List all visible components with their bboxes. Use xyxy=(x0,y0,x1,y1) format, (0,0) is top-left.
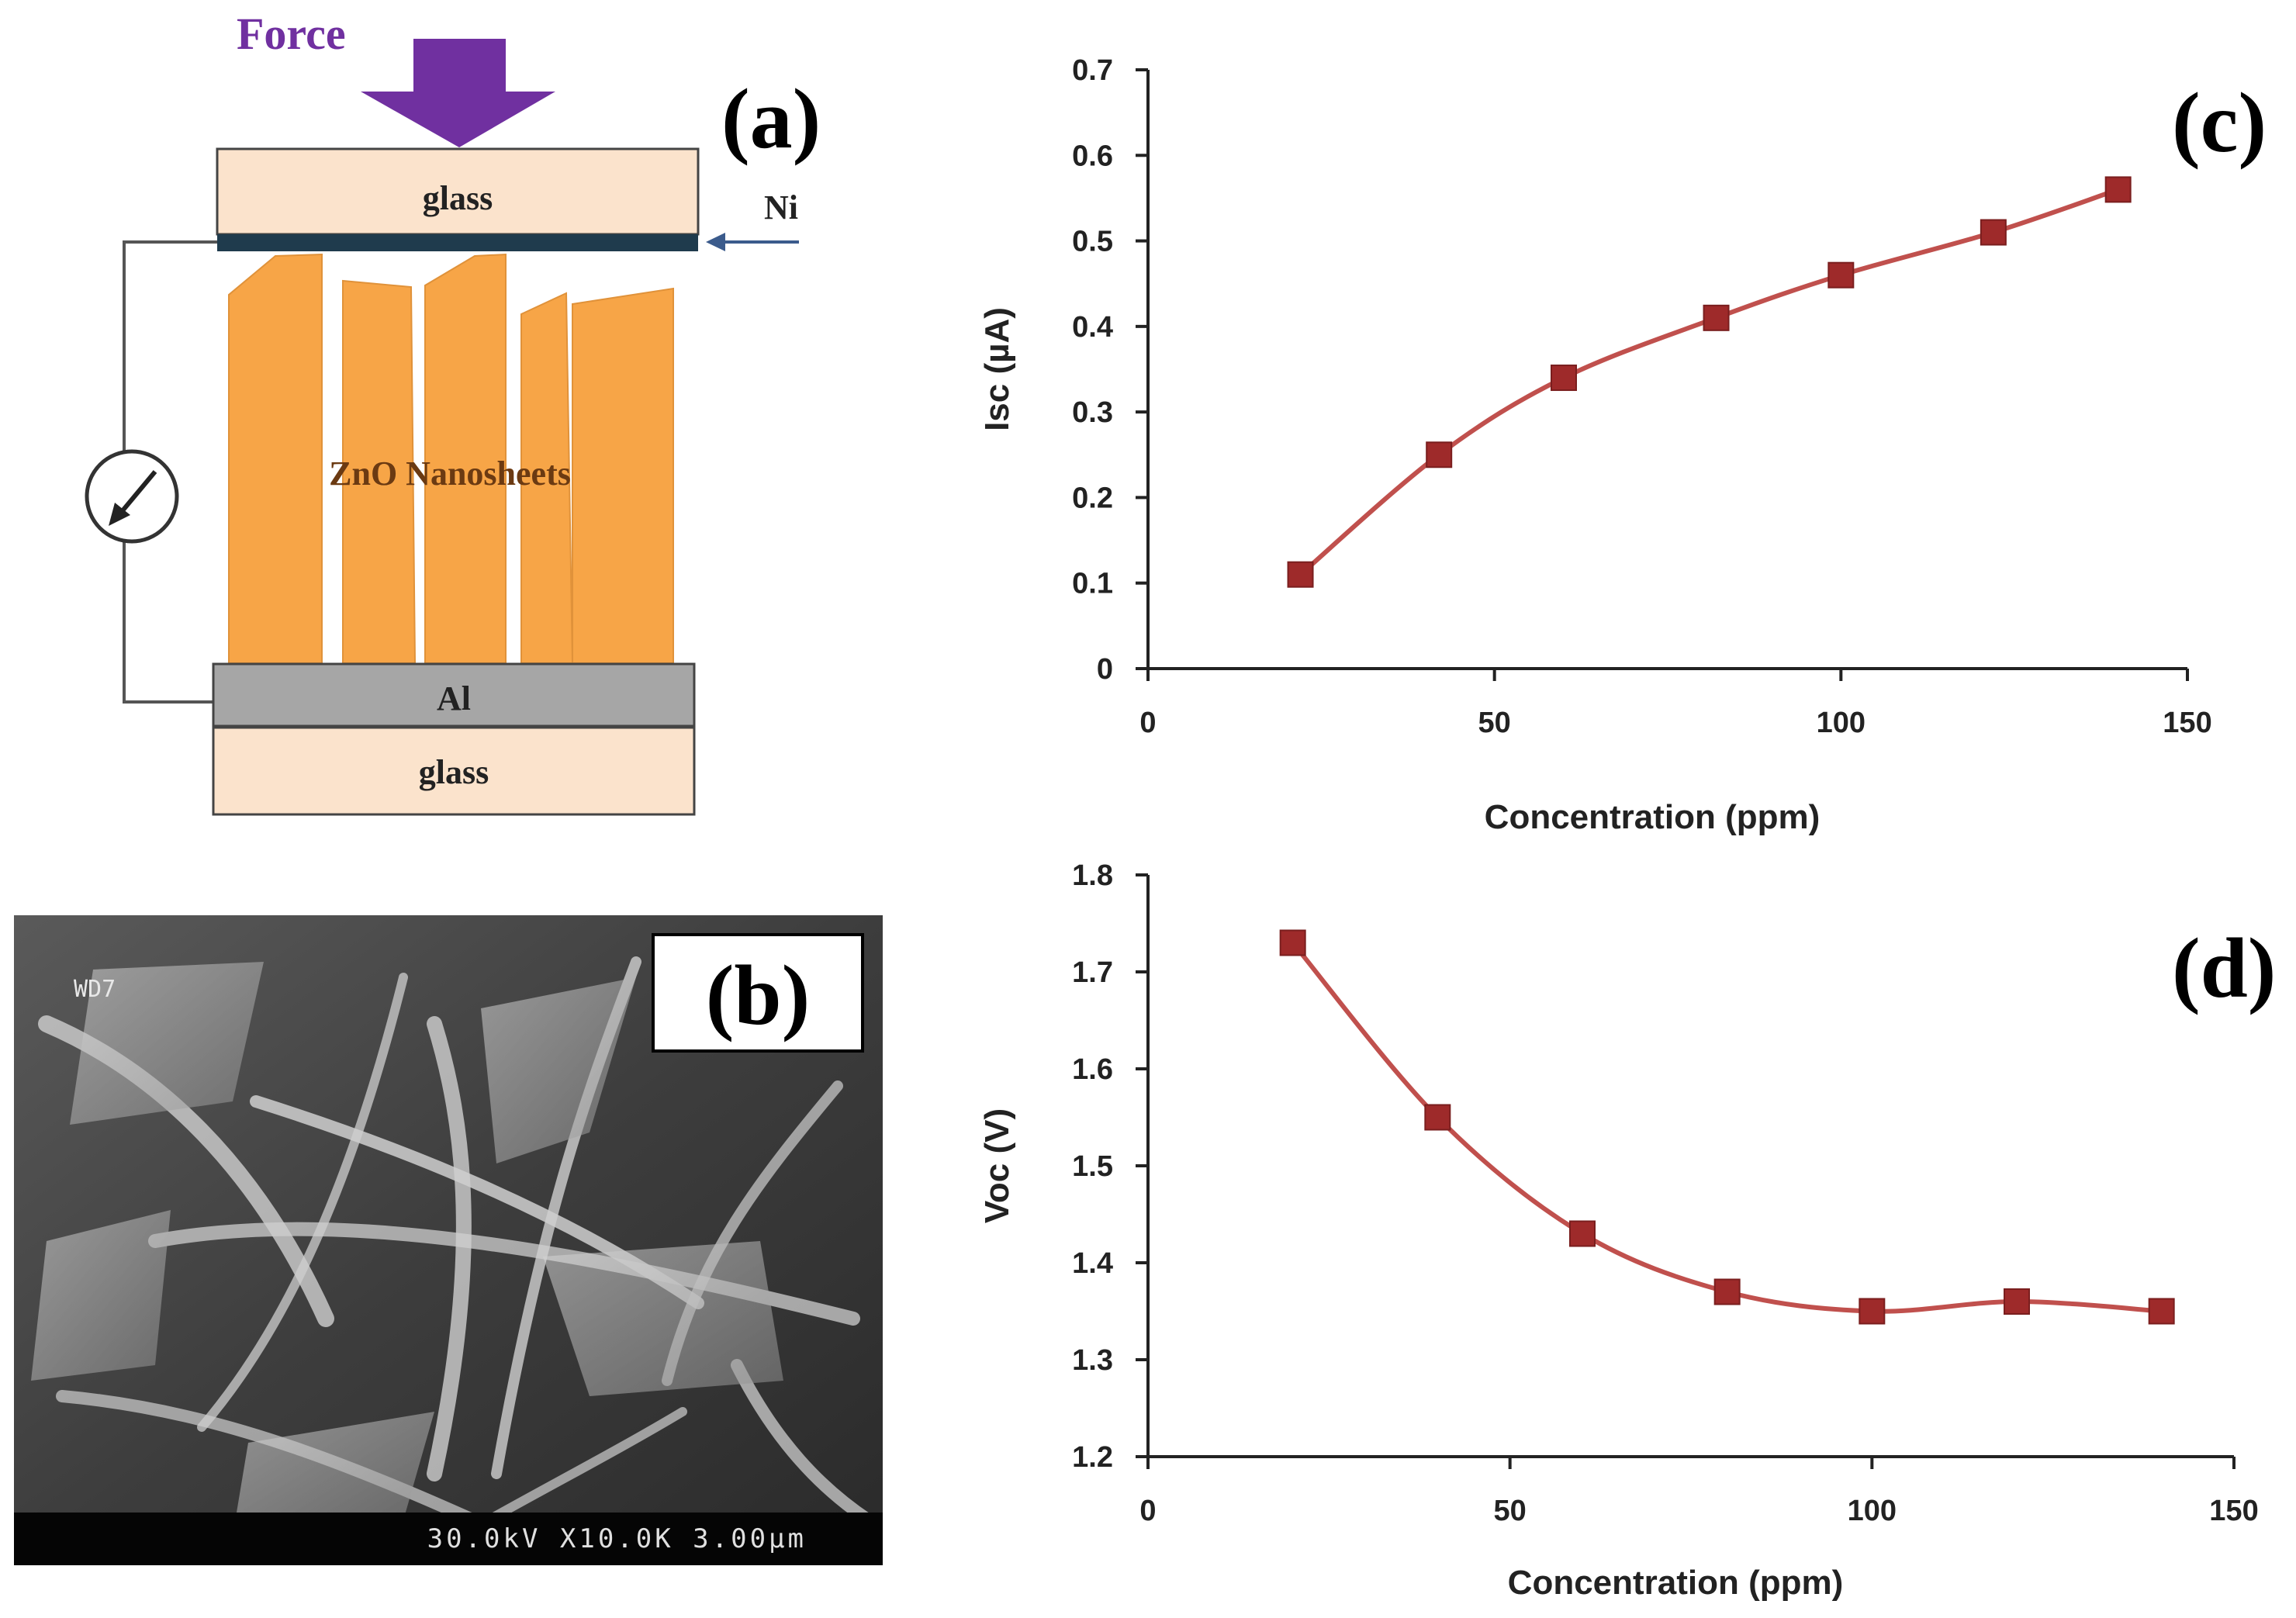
panel-b-sem-image: WD7 (b) 30.0kV X10.0K 3.00µm xyxy=(14,915,883,1565)
y-tick-label: 0.5 xyxy=(1072,226,1113,258)
ni-layer xyxy=(217,234,698,251)
y-tick-label: 0 xyxy=(1097,653,1113,686)
nanosheet-5 xyxy=(572,287,674,664)
series-line-isc xyxy=(1298,187,2119,576)
y-tick-label: 1.2 xyxy=(1072,1441,1113,1474)
ni-label: Ni xyxy=(764,188,798,226)
x-tick-label: 0 xyxy=(1139,1495,1156,1527)
panel-c-label: (c) xyxy=(2172,75,2267,170)
y-tick-label: 1.5 xyxy=(1072,1150,1113,1183)
y-tick-label: 0.3 xyxy=(1072,396,1113,429)
y-tick-label: 1.7 xyxy=(1072,956,1113,989)
data-point xyxy=(1424,1104,1451,1131)
sem-sheet-faces xyxy=(31,962,783,1536)
x-tick-label: 150 xyxy=(2209,1495,2258,1527)
chart-d-voc: 1.2 1.3 1.4 1.5 1.6 1.7 1.8 0 50 100 150 Concentrat… xyxy=(978,859,2259,1602)
al-label: Al xyxy=(437,679,471,717)
data-point xyxy=(1551,365,1577,392)
y-tick-label: 1.3 xyxy=(1072,1344,1113,1377)
panel-a-label: (a) xyxy=(721,71,821,166)
sem-info-bar xyxy=(14,1513,883,1565)
force-label: Force xyxy=(237,9,346,59)
data-point xyxy=(1713,1278,1741,1305)
sem-wd-label: WD7 xyxy=(74,976,116,1003)
zno-label: ZnO Nanosheets xyxy=(329,455,571,493)
x-tick-label: 100 xyxy=(1848,1495,1897,1527)
y-tick-label: 1.6 xyxy=(1072,1053,1113,1086)
y-axis-label: Isc (µA) xyxy=(978,307,1016,431)
y-tick-label: 1.8 xyxy=(1072,859,1113,892)
data-point xyxy=(1426,441,1453,468)
data-point xyxy=(1703,304,1730,331)
sem-scale-info: 30.0kV X10.0K 3.00µm xyxy=(427,1523,807,1554)
bottom-glass-layer xyxy=(212,726,696,816)
sem-sheet xyxy=(427,1016,472,1481)
data-point xyxy=(2004,1288,2030,1315)
panel-d-label: (d) xyxy=(2172,921,2276,1015)
data-point xyxy=(1980,219,2007,246)
al-layer xyxy=(212,662,696,728)
data-point xyxy=(1859,1298,1886,1325)
data-point xyxy=(2148,1298,2175,1325)
panel-b-label: (b) xyxy=(706,948,810,1042)
bottom-glass-label: glass xyxy=(419,753,489,791)
nanosheet-1 xyxy=(228,253,323,664)
y-tick-label: 0.2 xyxy=(1072,482,1113,514)
series-line-voc xyxy=(1291,941,2162,1314)
data-point xyxy=(1569,1220,1596,1247)
chart-c-isc: 0 0.1 0.2 0.3 0.4 0.5 0.6 0.7 0 50 100 150 Concentra… xyxy=(978,54,2212,836)
panel-b-label-box xyxy=(652,933,864,1053)
x-tick-label: 150 xyxy=(2163,707,2211,739)
force-arrow xyxy=(361,39,555,147)
y-axis-label: Voc (V) xyxy=(978,1108,1016,1223)
sem-sheet xyxy=(197,973,408,1432)
data-point xyxy=(1287,561,1314,588)
panel-a-schematic: Force (a) glass Ni ZnO Nanosheets Al gla… xyxy=(85,9,821,816)
data-point xyxy=(1827,261,1855,289)
x-tick-label: 50 xyxy=(1494,1495,1527,1527)
data-point xyxy=(1279,929,1306,956)
y-tick-label: 0.7 xyxy=(1072,54,1113,87)
y-tick-label: 0.6 xyxy=(1072,140,1113,172)
sem-sheet xyxy=(731,1359,875,1526)
y-tick-label: 1.4 xyxy=(1072,1247,1113,1280)
x-axis-label: Concentration (ppm) xyxy=(1485,798,1821,836)
sem-face xyxy=(31,1210,171,1381)
y-tick-label: 0.1 xyxy=(1072,568,1113,600)
y-tick-label: 0.4 xyxy=(1072,311,1113,344)
x-tick-label: 0 xyxy=(1139,707,1156,739)
sem-face xyxy=(70,962,264,1125)
ammeter-needle-head xyxy=(109,503,130,526)
x-axis-label: Concentration (ppm) xyxy=(1508,1564,1844,1602)
sem-face xyxy=(233,1412,434,1536)
x-tick-label: 50 xyxy=(1478,707,1511,739)
ni-arrow-head xyxy=(706,233,725,251)
zno-nanosheets xyxy=(228,253,674,664)
top-glass-label: glass xyxy=(423,179,493,217)
x-tick-label: 100 xyxy=(1817,707,1866,739)
data-point xyxy=(2104,176,2132,203)
sem-face xyxy=(481,977,636,1163)
sem-face xyxy=(543,1241,783,1396)
